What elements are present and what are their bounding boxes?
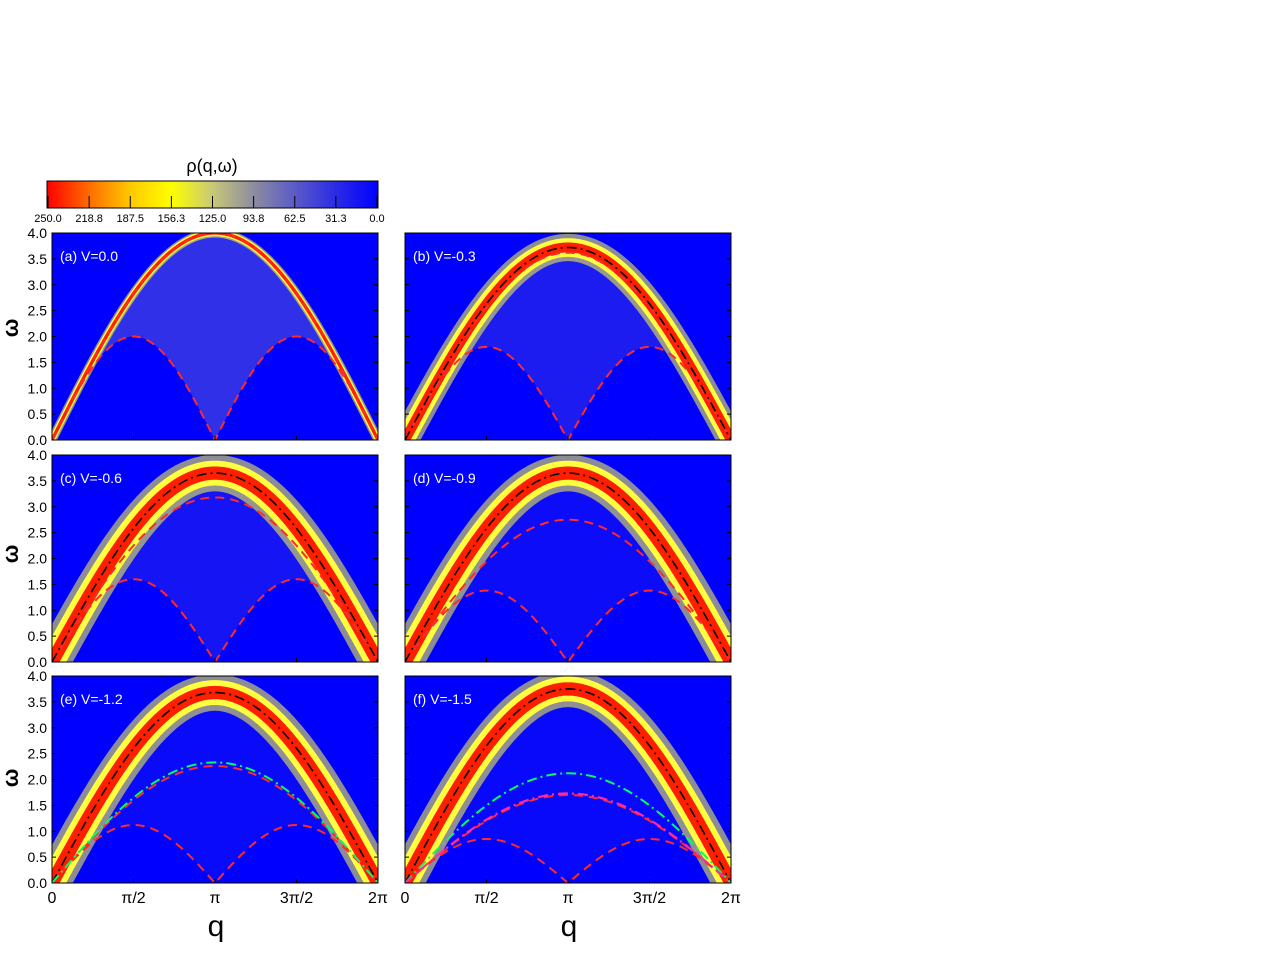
- x-tick-label: 3π/2: [633, 890, 666, 907]
- dispersion-dashdot: [52, 691, 378, 883]
- upper-bound-curve: [52, 496, 378, 662]
- dispersion-dashdot: [405, 246, 731, 440]
- x-tick-label: 2π: [368, 890, 388, 907]
- xlabel-right: q: [561, 910, 578, 943]
- x-tick-label: π: [209, 890, 220, 907]
- y-tick-label: 4.0: [28, 668, 48, 684]
- continuum-region: [52, 233, 378, 440]
- continuum-region: [52, 473, 378, 662]
- y-tick-label: 0.5: [28, 849, 48, 865]
- colorbar-tick-label: 156.3: [158, 213, 186, 225]
- panel-label: (d) V=-0.9: [413, 470, 476, 486]
- continuum-region: [405, 688, 731, 883]
- panel-label: (b) V=-0.3: [413, 248, 476, 264]
- lower-bound-curve: [405, 345, 731, 440]
- panel-f: (f) V=-1.5 0 π/2 π 3π/2 2π: [401, 675, 741, 907]
- y-tick-label: 3.0: [28, 499, 48, 515]
- x-tick-label: 2π: [721, 890, 741, 907]
- colorbar-tick-label: 62.5: [284, 213, 305, 225]
- y-tick-label: 4.0: [28, 447, 48, 463]
- colorbar-tick-label: 31.3: [325, 213, 346, 225]
- y-tick-label: 2.5: [28, 746, 48, 762]
- magenta-dashdot-curve: [405, 792, 731, 883]
- y-tick-label: 3.5: [28, 251, 48, 267]
- panel-plot-area: [52, 455, 378, 662]
- panel-plot-area: [405, 676, 731, 883]
- y-tick-label: 1.0: [28, 380, 48, 396]
- panel-label: (c) V=-0.6: [60, 470, 122, 486]
- green-dashdot-curve: [52, 761, 378, 883]
- colorbar: ρ(q,ω) 250.0 218.8 187.5 156.3 125.0 93.8 62.5…: [34, 156, 384, 225]
- lower-bound-curve: [405, 838, 731, 883]
- y-tick-label: 3.5: [28, 694, 48, 710]
- continuum-region: [52, 692, 378, 883]
- y-tick-label: 0.0: [28, 432, 48, 448]
- y-tick-label: 1.0: [28, 823, 48, 839]
- x-tick-label: 3π/2: [280, 890, 313, 907]
- y-tick-label: 3.5: [28, 473, 48, 489]
- y-tick-label: 1.0: [28, 602, 48, 618]
- colorbar-ticks: 250.0 218.8 187.5 156.3 125.0 93.8 62.5 31.3 0.0: [34, 196, 385, 225]
- green-dashdot-curve: [405, 772, 731, 883]
- panel-d: (d) V=-0.9: [404, 454, 732, 663]
- colorbar-tick-label: 218.8: [75, 213, 103, 225]
- x-tick-label: π/2: [121, 890, 145, 907]
- y-tick-label: 2.5: [28, 525, 48, 541]
- colorbar-tick-label: 187.5: [116, 213, 144, 225]
- y-tick-label: 2.5: [28, 303, 48, 319]
- panel-e: (e) V=-1.2 0.0 0.5 1.0 1.5 2.0 2.5 3.0 3.5 4.0 0 π/…: [28, 668, 388, 907]
- upper-bound-curve: [405, 794, 731, 883]
- y-tick-label: 3.0: [28, 277, 48, 293]
- y-tick-label: 3.0: [28, 720, 48, 736]
- upper-bound-curve: [405, 251, 731, 440]
- lower-bound-curve: [52, 824, 378, 883]
- y-tick-label: 0.5: [28, 406, 48, 422]
- y-tick-label: 1.5: [28, 354, 48, 370]
- panel-b: (b) V=-0.3: [404, 232, 732, 441]
- panel-plot-area: [52, 233, 378, 440]
- lower-bound-curve: [52, 335, 378, 440]
- y-tick-label: 2.0: [28, 772, 48, 788]
- y-tick-label: 0.0: [28, 875, 48, 891]
- ylabel-row1: ω: [0, 319, 23, 338]
- panel-plot-area: [405, 233, 731, 440]
- colorbar-tick-label: 93.8: [243, 213, 264, 225]
- x-tick-label: 0: [401, 890, 410, 907]
- ylabel-row2: ω: [0, 545, 23, 564]
- panel-label: (a) V=0.0: [60, 248, 118, 264]
- dispersion-dashdot: [405, 472, 731, 662]
- x-tick-label: π: [562, 890, 573, 907]
- lower-bound-curve: [52, 578, 378, 662]
- panel-plot-area: [405, 455, 731, 662]
- y-tick-label: 0.5: [28, 628, 48, 644]
- lower-bound-curve: [405, 589, 731, 662]
- ylabel-row3: ω: [0, 769, 23, 788]
- panels: (a) V=0.0 0.0 0.5 1.0 1.5 2.0 2.5 3.0 3.5 4.0 (b) …: [28, 225, 741, 907]
- y-tick-label: 1.5: [28, 797, 48, 813]
- continuum-region: [405, 473, 731, 662]
- panel-plot-area: [52, 676, 378, 883]
- y-tick-label: 2.0: [28, 329, 48, 345]
- panel-label: (f) V=-1.5: [413, 691, 472, 707]
- dispersion-dashdot: [405, 688, 731, 883]
- continuum-region: [405, 247, 731, 440]
- colorbar-tick-label: 250.0: [34, 213, 62, 225]
- panel-a: (a) V=0.0 0.0 0.5 1.0 1.5 2.0 2.5 3.0 3.5 4.0: [28, 225, 379, 448]
- y-tick-label: 1.5: [28, 576, 48, 592]
- colorbar-tick-label: 0.0: [369, 213, 384, 225]
- peak-core: [52, 233, 378, 440]
- panel-c: (c) V=-0.6 0.0 0.5 1.0 1.5 2.0 2.5 3.0 3.5 4.0: [28, 447, 379, 670]
- upper-bound-curve: [52, 765, 378, 883]
- xlabel-left: q: [208, 910, 225, 943]
- x-tick-label: 0: [48, 890, 57, 907]
- panel-label: (e) V=-1.2: [60, 691, 123, 707]
- dispersion-dashdot: [52, 472, 378, 662]
- x-tick-label: π/2: [474, 890, 498, 907]
- colorbar-tick-label: 125.0: [199, 213, 227, 225]
- colorbar-title: ρ(q,ω): [186, 156, 237, 176]
- y-tick-label: 0.0: [28, 654, 48, 670]
- y-tick-label: 4.0: [28, 225, 48, 241]
- y-tick-label: 2.0: [28, 551, 48, 567]
